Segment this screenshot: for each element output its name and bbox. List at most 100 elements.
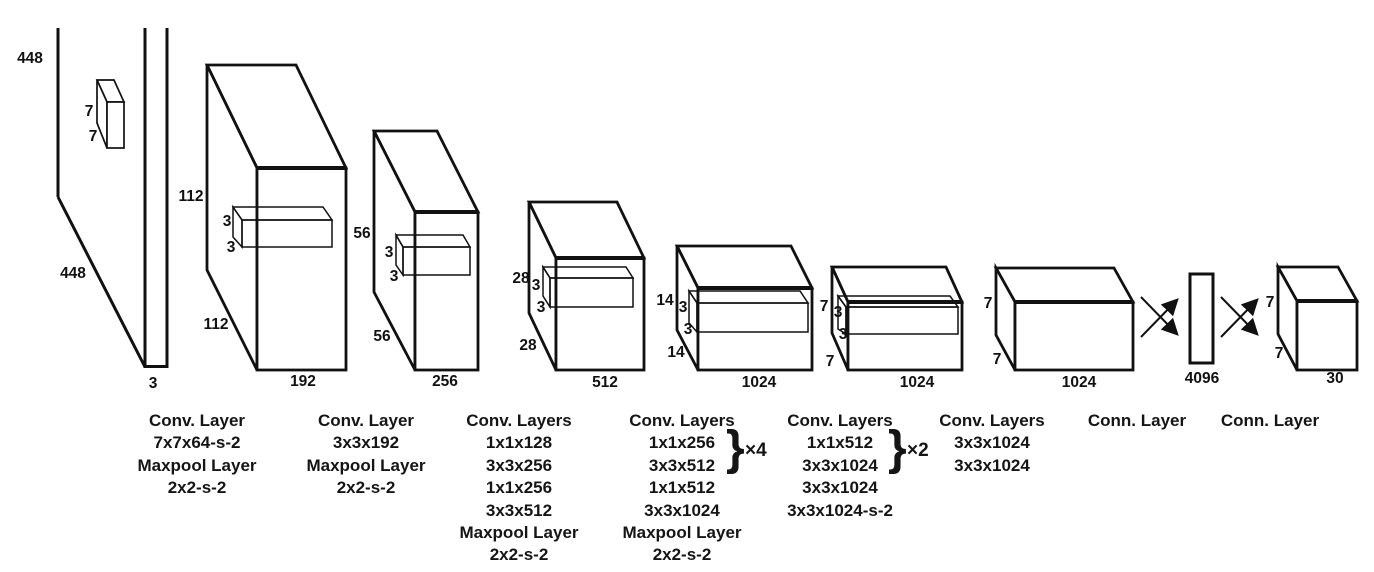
kernel-w-label: 3 <box>537 299 546 316</box>
box-depth-label: 1024 <box>742 374 777 391</box>
caption-line: 3x3x256 <box>485 455 553 475</box>
caption-stage-8: Conn. Layer <box>1221 410 1319 432</box>
kernel-h-label: 3 <box>385 244 394 261</box>
caption-line: Maxpool Layer <box>306 455 426 475</box>
kernel-box-28 <box>541 264 635 310</box>
caption-line: Conv. Layer <box>317 411 415 430</box>
conv-box-112 <box>204 63 349 372</box>
caption-line: 2x2-s-2 <box>652 545 712 565</box>
repeat-brace-x4: } <box>726 422 745 475</box>
input-patch-box <box>95 79 126 149</box>
caption-stage-3: Conv. Layers 1x1x128 3x3x256 1x1x256 3x3… <box>459 410 578 567</box>
box-height-label: 7 <box>820 298 829 315</box>
caption-line: 2x2-s-2 <box>336 478 396 498</box>
caption-line: 3x3x512 <box>485 500 553 520</box>
caption-line: Conv. Layer <box>148 411 246 430</box>
kernel-box-56 <box>394 232 472 278</box>
input-width-label: 448 <box>60 265 86 282</box>
input-patch-h-label: 7 <box>85 103 94 120</box>
caption-line: 3x3x192 <box>332 433 400 453</box>
kernel-box-112 <box>231 204 334 249</box>
input-image-plane <box>56 28 169 368</box>
box-width-label: 7 <box>993 351 1002 368</box>
caption-line: 1x1x256 <box>485 478 553 498</box>
caption-line: 1x1x512 <box>806 433 874 453</box>
caption-line: 1x1x256 <box>648 433 716 453</box>
caption-stage-6: Conv. Layers 3x3x1024 3x3x1024 <box>939 410 1045 477</box>
caption-line: Conv. Layers <box>629 411 735 430</box>
caption-stage-4: Conv. Layers 1x1x256 3x3x512 1x1x512 3x3… <box>622 410 741 567</box>
fc-arrows-2 <box>1220 296 1259 338</box>
output-depth-label: 30 <box>1326 370 1343 387</box>
box-width-label: 56 <box>373 328 391 345</box>
caption-line: 3x3x1024 <box>954 455 1030 475</box>
repeat-label-x4: ×4 <box>745 440 767 461</box>
caption-line: 7x7x64-s-2 <box>153 433 241 453</box>
caption-line: Conv. Layers <box>466 411 572 430</box>
box-depth-label: 1024 <box>1062 374 1097 391</box>
kernel-h-label: 3 <box>223 213 232 230</box>
box-depth-label: 256 <box>432 373 458 390</box>
caption-line: 3x3x1024 <box>802 478 878 498</box>
caption-stage-1: Conv. Layer 7x7x64-s-2 Maxpool Layer 2x2… <box>137 410 256 500</box>
kernel-h-label: 3 <box>679 299 688 316</box>
output-height-label: 7 <box>1266 294 1275 311</box>
caption-line: Conn. Layer <box>1087 411 1187 430</box>
input-depth-label: 3 <box>149 375 158 392</box>
conv-box-28 <box>526 200 647 372</box>
fc-size-label: 4096 <box>1185 370 1220 387</box>
caption-stage-7: Conn. Layer <box>1088 410 1186 432</box>
box-depth-label: 512 <box>592 374 618 391</box>
kernel-box-7a <box>836 293 960 336</box>
kernel-w-label: 3 <box>227 239 236 256</box>
output-cube <box>1275 261 1360 372</box>
kernel-w-label: 3 <box>390 268 399 285</box>
kernel-box-14 <box>687 288 810 334</box>
caption-line: Maxpool Layer <box>622 523 742 543</box>
fc-arrows-1 <box>1140 296 1179 338</box>
box-width-label: 112 <box>203 316 228 333</box>
box-height-label: 112 <box>178 188 203 205</box>
caption-line: 3x3x1024-s-2 <box>787 500 893 520</box>
output-width-label: 7 <box>1275 345 1284 362</box>
caption-line: Conv. Layers <box>787 411 893 430</box>
caption-line: Conv. Layers <box>939 411 1045 430</box>
conv-box-7a <box>829 265 965 372</box>
box-width-label: 28 <box>519 337 537 354</box>
conv-box-14 <box>674 244 815 372</box>
repeat-brace-x2: } <box>888 422 907 475</box>
caption-line: 3x3x1024 <box>954 433 1030 453</box>
box-height-label: 56 <box>353 225 371 242</box>
input-height-label: 448 <box>17 50 43 67</box>
conv-box-7b <box>993 262 1136 372</box>
caption-line: 3x3x1024 <box>802 455 878 475</box>
box-depth-label: 192 <box>290 373 316 390</box>
caption-line: 3x3x1024 <box>644 500 720 520</box>
box-width-label: 7 <box>826 353 835 370</box>
input-patch-w-label: 7 <box>89 128 98 145</box>
caption-line: Maxpool Layer <box>459 523 579 543</box>
fc-vector <box>1188 272 1215 365</box>
kernel-w-label: 3 <box>839 326 848 343</box>
caption-stage-2: Conv. Layer 3x3x192 Maxpool Layer 2x2-s-… <box>306 410 425 500</box>
box-height-label: 14 <box>656 292 674 309</box>
caption-stage-5: Conv. Layers 1x1x512 3x3x1024 3x3x1024 3… <box>787 410 893 522</box>
caption-line: 3x3x512 <box>648 455 716 475</box>
box-width-label: 14 <box>667 344 685 361</box>
caption-line: Conn. Layer <box>1220 411 1320 430</box>
box-depth-label: 1024 <box>900 374 935 391</box>
kernel-h-label: 3 <box>834 304 843 321</box>
caption-line: 1x1x512 <box>648 478 716 498</box>
box-height-label: 7 <box>984 295 993 312</box>
conv-box-56 <box>371 129 481 372</box>
caption-line: 1x1x128 <box>485 433 553 453</box>
caption-line: 2x2-s-2 <box>489 545 549 565</box>
kernel-h-label: 3 <box>532 277 541 294</box>
caption-line: 2x2-s-2 <box>167 478 227 498</box>
repeat-label-x2: ×2 <box>907 440 929 461</box>
box-height-label: 28 <box>512 270 530 287</box>
caption-line: Maxpool Layer <box>137 455 257 475</box>
kernel-w-label: 3 <box>684 321 693 338</box>
